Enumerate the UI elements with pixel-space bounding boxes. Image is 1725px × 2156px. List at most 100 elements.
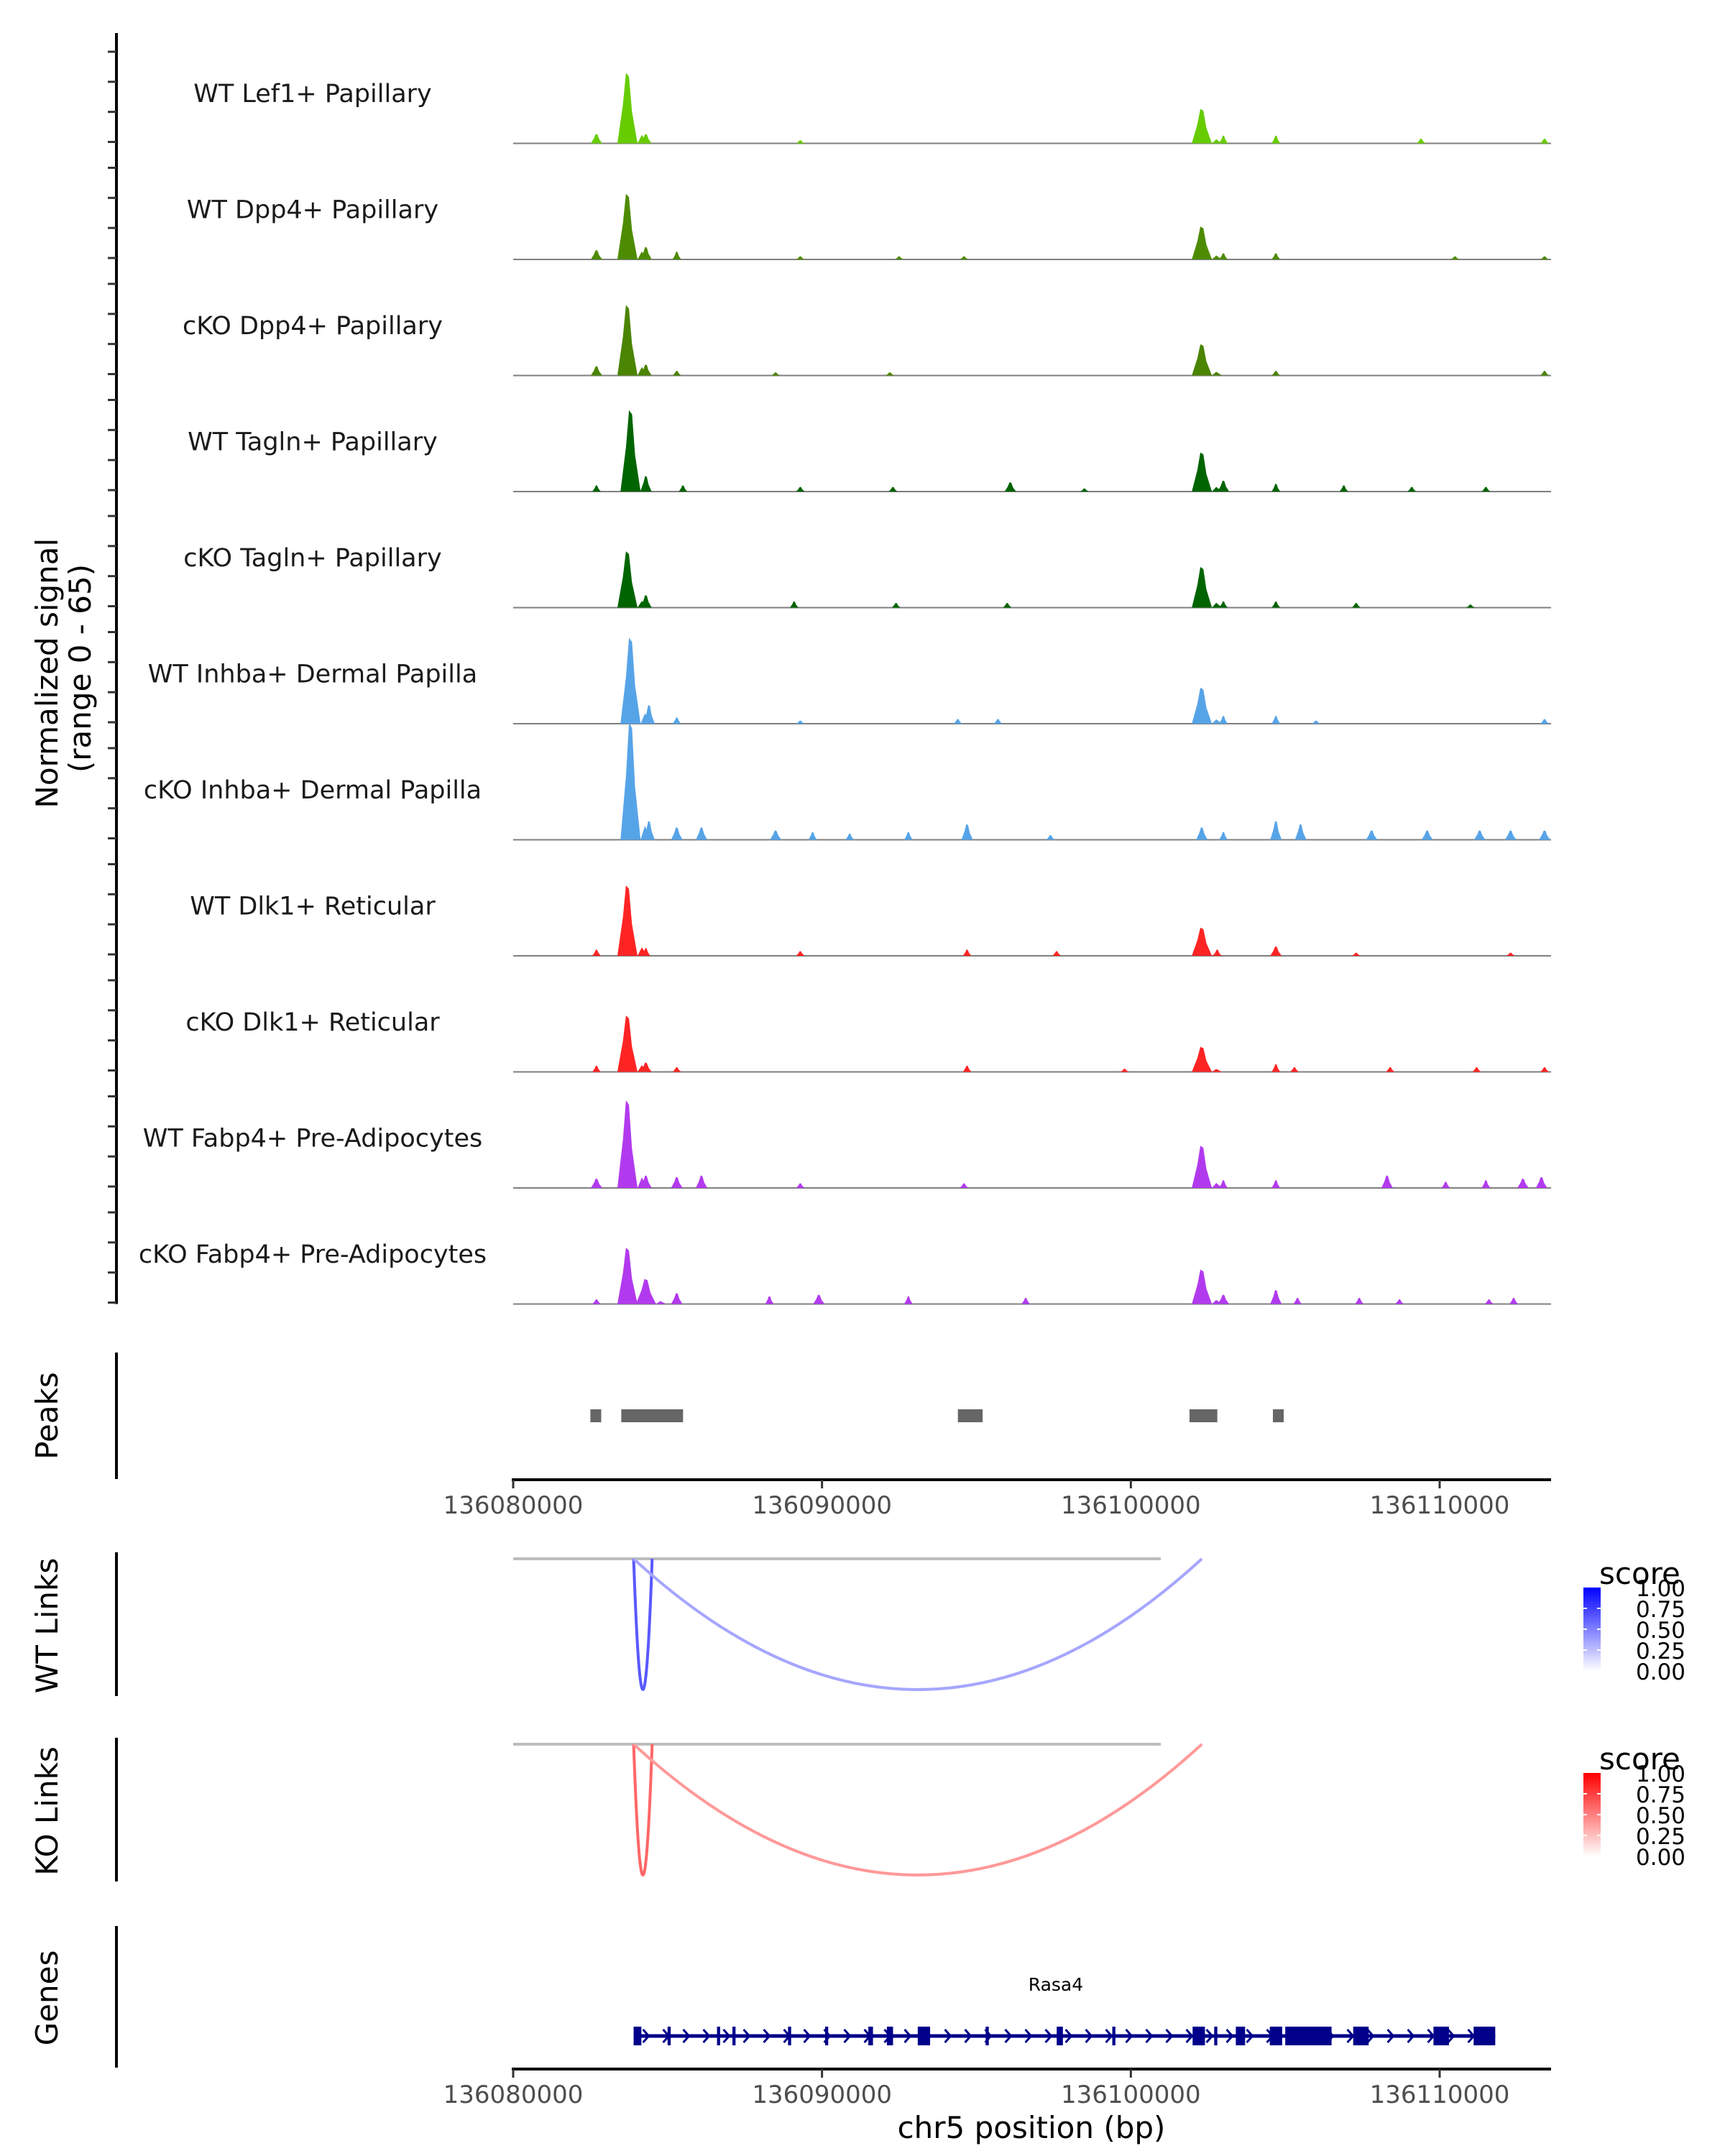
legend-tick-label: 0.00 [1636, 1659, 1685, 1685]
strand-arrow [1386, 2029, 1395, 2043]
coverage-track: WT Fabp4+ Pre-Adipocytes [108, 1095, 1551, 1189]
wt-legend-title: score [1599, 1556, 1680, 1591]
strand-arrow [1044, 2029, 1053, 2043]
signal-peak [617, 885, 638, 956]
signal-peak [1355, 1297, 1364, 1304]
signal-peak [962, 1065, 972, 1072]
signal-peak [592, 1065, 602, 1072]
coverage-track-label: WT Lef1+ Papillary [193, 80, 432, 109]
y-axis-title: Normalized signal (range 0 - 65) [29, 528, 98, 808]
signal-peak [813, 1294, 825, 1304]
strand-arrow [1004, 2029, 1013, 2043]
gene-exon [886, 2027, 893, 2045]
signal-peak [1120, 1069, 1129, 1072]
signal-peak [1540, 1067, 1550, 1072]
links [513, 1557, 1203, 1876]
coverage-track: cKO Fabp4+ Pre-Adipocytes [108, 1211, 1551, 1305]
coverage-track: WT Dlk1+ Reticular [108, 863, 1551, 957]
signal-peak [643, 704, 656, 724]
x-axis-top: 136080000 136090000 136100000 136110000 [443, 1478, 1551, 1520]
signal-peak [671, 1293, 683, 1304]
signal-peak [1219, 1180, 1228, 1188]
signal-peak [617, 193, 638, 259]
strand-arrow [903, 2029, 912, 2043]
signal-peak [1504, 830, 1517, 840]
signal-peak [1481, 487, 1491, 492]
signal-peak [1219, 253, 1228, 259]
signal-peak [796, 256, 805, 259]
signal-peak [592, 1299, 602, 1304]
signal-peak [640, 364, 652, 376]
strand-arrow [1366, 2029, 1375, 2043]
strand-arrow [1185, 2029, 1194, 2043]
x-tick-label: 136080000 [443, 1491, 584, 1520]
coverage-tracks: WT Lef1+ Papillary WT Dpp4+ Papillary cKO … [108, 33, 1551, 1305]
signal-peak [1472, 1067, 1481, 1072]
strand-arrow [1205, 2029, 1214, 2043]
link-arc [632, 1743, 654, 1876]
signal-peak [1540, 138, 1550, 144]
signal-peak [1535, 1176, 1547, 1188]
signal-peak [1312, 720, 1321, 724]
signal-peak [620, 410, 641, 492]
legend-tick-label: 0.50 [1636, 1618, 1685, 1644]
signal-peak [1218, 480, 1230, 492]
signal-peak [1192, 226, 1213, 259]
signal-peak [1192, 1046, 1213, 1072]
signal-peak [808, 831, 817, 840]
signal-peak [1271, 135, 1281, 144]
signal-peak [1218, 1294, 1230, 1304]
signal-peak [1366, 830, 1378, 840]
coverage-track-label: WT Inhba+ Dermal Papilla [148, 660, 477, 689]
x-tick-label: 136090000 [752, 1491, 892, 1520]
signal-peak [796, 487, 805, 492]
signal-peak [1506, 952, 1515, 956]
signal-peak [1219, 601, 1228, 608]
signal-peak [1473, 830, 1486, 840]
signal-peak [1192, 566, 1213, 608]
signal-peak [771, 372, 781, 376]
signal-peak [591, 249, 603, 259]
signal-peak [1192, 1146, 1213, 1188]
signal-peak [903, 1296, 913, 1304]
signal-peak [696, 1175, 708, 1188]
ko-links-label: KO Links [29, 1746, 65, 1876]
legend-tick-label: 0.75 [1636, 1597, 1685, 1623]
signal-peak [1481, 1180, 1491, 1188]
coverage-track: WT Lef1+ Papillary [108, 50, 1551, 144]
gene-exon [1285, 2027, 1332, 2045]
coverage-track: WT Inhba+ Dermal Papilla [108, 631, 1551, 724]
signal-peak [1046, 834, 1055, 840]
strand-arrow [1085, 2029, 1093, 2043]
coverage-track-label: WT Dpp4+ Papillary [187, 196, 438, 225]
signal-peak [1294, 824, 1307, 840]
genes: Rasa4 [633, 1974, 1496, 2045]
signal-peak [1219, 135, 1228, 144]
signal-peak [672, 370, 681, 376]
signal-shoulder [1212, 255, 1223, 259]
coverage-track: WT Dpp4+ Papillary [108, 167, 1551, 260]
signal-peak [1192, 927, 1213, 956]
gene-model: Rasa4 [633, 1974, 1496, 2045]
links-track [513, 1557, 1203, 1691]
strand-arrow [682, 2029, 691, 2043]
legend-tick-label: 0.50 [1636, 1803, 1685, 1829]
signal-peak [845, 833, 855, 840]
signal-peak [960, 256, 969, 259]
gene-exon [1236, 2027, 1246, 2045]
strand-arrow [944, 2029, 952, 2043]
signal-peak [1381, 1175, 1393, 1188]
x-axis-title: chr5 position (bp) [898, 2110, 1166, 2145]
signal-shoulder [1212, 602, 1223, 608]
signal-peak [895, 256, 904, 259]
x-tick-label: 136110000 [1370, 2081, 1510, 2109]
legend-tick-label: 0.25 [1636, 1639, 1685, 1664]
signal-peak [640, 595, 652, 608]
gene-exon [1269, 2027, 1282, 2045]
coverage-track-label: WT Tagln+ Papillary [188, 428, 438, 457]
strand-arrow [742, 2029, 751, 2043]
signal-peak [617, 1100, 638, 1188]
signal-peak [1290, 1067, 1300, 1072]
peaks-track-label: Peaks [29, 1372, 65, 1460]
signal-peak [1219, 831, 1228, 840]
